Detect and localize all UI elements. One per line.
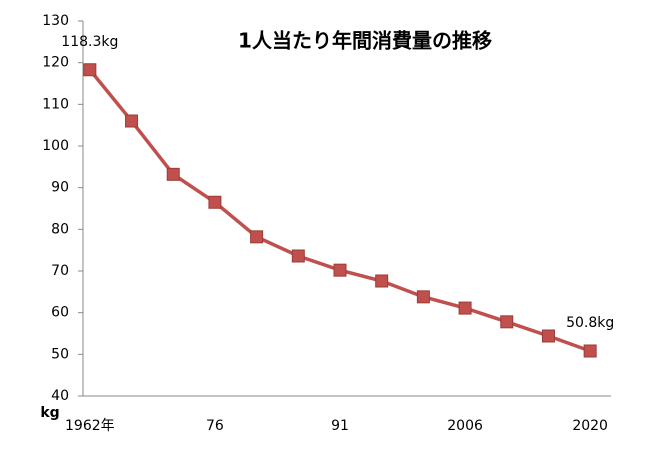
x-tick-label: 76 — [206, 418, 224, 434]
y-tick-label: 70 — [51, 263, 69, 279]
chart-title: 1人当たり年間消費量の推移 — [238, 29, 492, 53]
data-point — [375, 274, 389, 288]
data-point — [583, 344, 597, 358]
y-axis-label: kg — [40, 405, 59, 421]
y-tick-label: 120 — [42, 55, 69, 71]
y-tick-label: 50 — [51, 346, 69, 362]
data-line — [88, 68, 591, 353]
data-label: 118.3kg — [61, 34, 118, 50]
y-tick-label: 40 — [51, 388, 69, 404]
data-point — [208, 195, 222, 209]
data-point — [83, 63, 97, 77]
data-point — [333, 263, 347, 277]
data-point — [500, 315, 514, 329]
data-point — [250, 230, 264, 244]
data-point — [291, 249, 305, 263]
data-point — [125, 114, 139, 128]
data-point — [416, 290, 430, 304]
y-tick-label: 90 — [51, 180, 69, 196]
x-tick-label: 1962年 — [65, 418, 115, 434]
data-point — [458, 301, 472, 315]
data-label: 50.8kg — [566, 315, 614, 331]
y-tick-label: 130 — [42, 13, 69, 29]
y-tick-label: 110 — [42, 96, 69, 112]
x-tick-label: 2020 — [572, 418, 608, 434]
y-tick-label: 80 — [51, 221, 69, 237]
y-tick-label: 100 — [42, 138, 69, 154]
data-point — [541, 329, 555, 343]
x-tick-label: 2006 — [447, 418, 483, 434]
data-point — [166, 167, 180, 181]
x-tick-label: 91 — [331, 418, 349, 434]
y-tick-label: 60 — [51, 305, 69, 321]
